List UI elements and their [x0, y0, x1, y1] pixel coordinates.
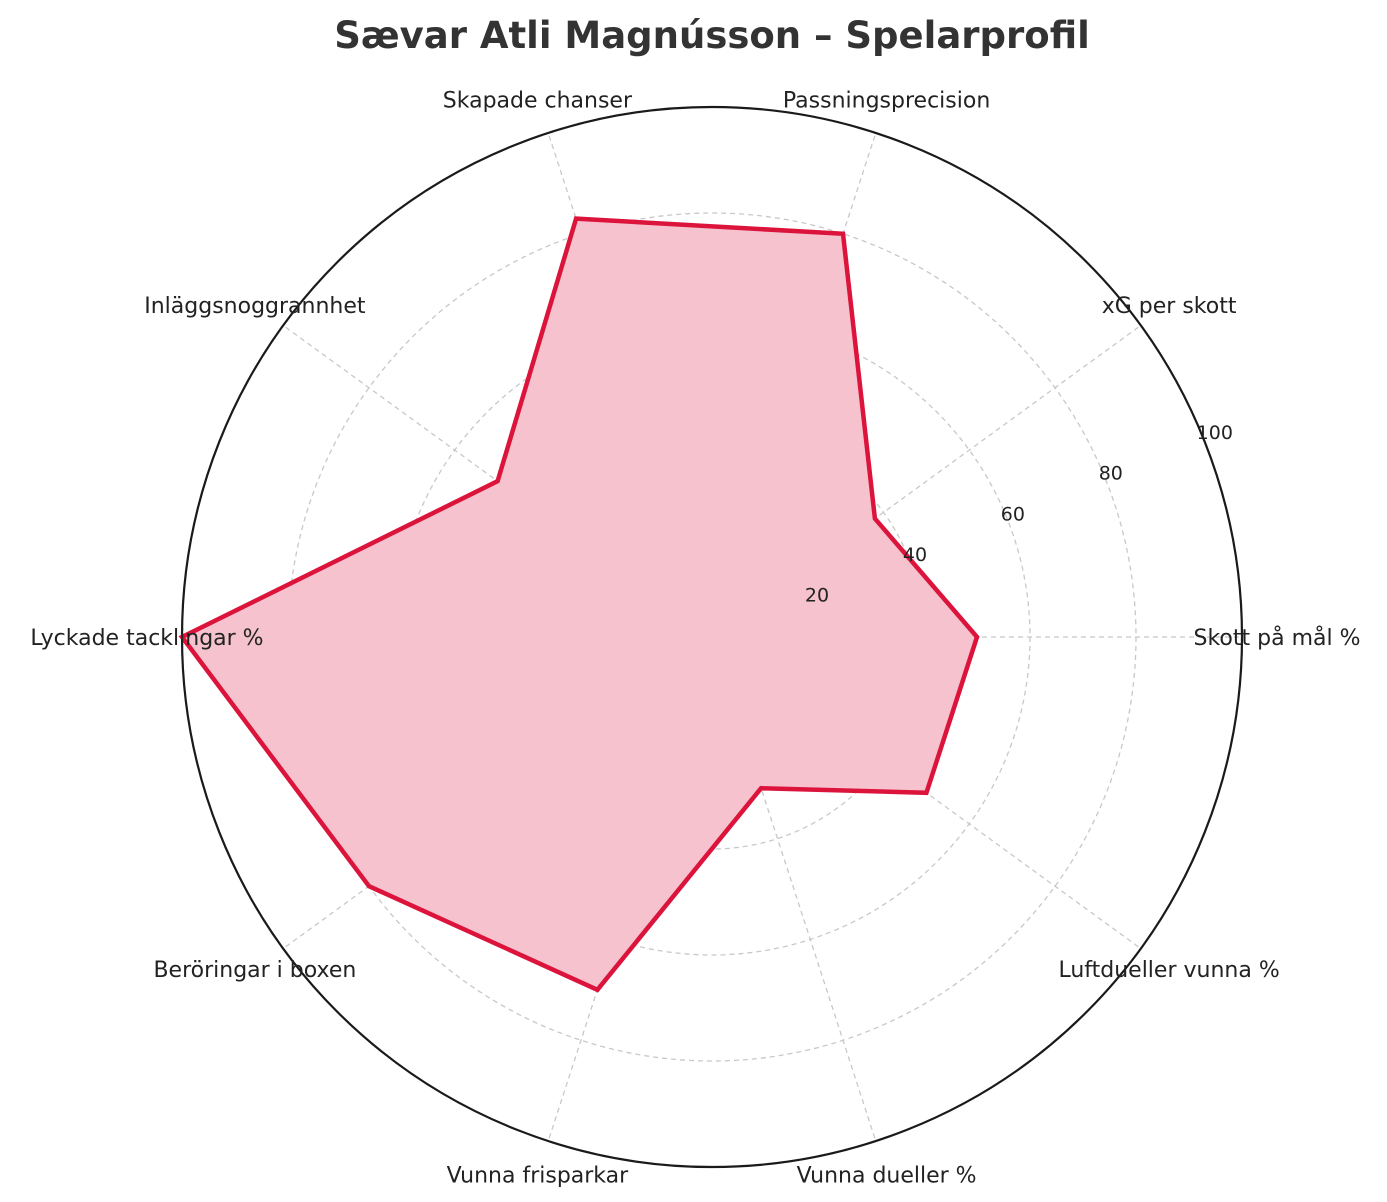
grid-spoke	[711, 636, 877, 1142]
axis-label: Inläggsnoggrannhet	[144, 294, 366, 319]
axis-label: Skott på mål %	[1194, 625, 1361, 651]
axis-label: xG per skott	[1102, 294, 1237, 319]
axis-label: Passningsprecision	[783, 89, 990, 114]
axis-label: Beröringar i boxen	[153, 958, 356, 983]
data-point	[924, 791, 928, 795]
chart-title: Sævar Atli Magnússon – Spelarprofil	[334, 14, 1090, 57]
data-point	[975, 635, 979, 639]
axis-label: Vunna dueller %	[797, 1163, 977, 1188]
data-point	[841, 232, 845, 236]
tick-label: 40	[903, 544, 927, 566]
axis-label: Skapade chanser	[443, 89, 633, 114]
data-point	[873, 517, 877, 521]
series-area	[182, 218, 977, 990]
data-layer	[178, 105, 1244, 1169]
axis-label: Lyckade tacklingar %	[30, 626, 263, 651]
tick-label: 20	[805, 584, 829, 606]
data-point	[367, 884, 371, 888]
axis-label: Vunna frisparkar	[447, 1163, 630, 1188]
data-point	[759, 786, 763, 790]
data-point	[496, 479, 500, 483]
tick-label: 60	[1001, 503, 1025, 525]
axis-label: Luftdueller vunna %	[1058, 958, 1279, 983]
tick-label: 80	[1099, 463, 1123, 485]
data-point	[595, 988, 599, 992]
data-point	[180, 635, 184, 639]
label-layer: 20 40 60 80 100 Skott på mål % xG per skott Pas…	[30, 89, 1360, 1189]
data-point	[574, 217, 578, 221]
tick-label: 100	[1197, 422, 1233, 444]
grid-spoke	[711, 324, 1142, 638]
